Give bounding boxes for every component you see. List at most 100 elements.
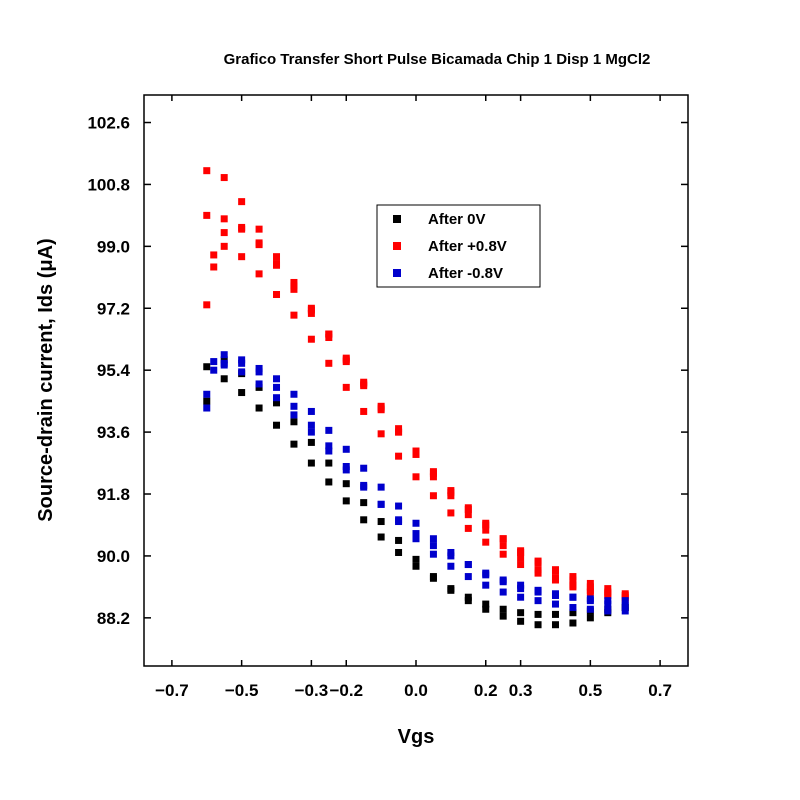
data-point (621, 607, 629, 615)
data-point (210, 251, 218, 259)
data-point (464, 561, 472, 569)
data-point (586, 586, 594, 594)
data-point (238, 223, 246, 231)
x-axis-label: Vgs (398, 726, 435, 748)
x-tick-label: −0.3 (295, 681, 329, 700)
data-point (499, 535, 507, 543)
data-point (203, 404, 211, 412)
y-tick-label: 102.6 (87, 114, 130, 133)
data-point (464, 593, 472, 601)
data-point (377, 500, 385, 508)
legend-marker (393, 242, 401, 250)
data-point (325, 442, 333, 450)
data-point (551, 574, 559, 582)
data-point (273, 375, 281, 383)
data-point (412, 530, 420, 538)
data-point (210, 366, 218, 374)
legend-box (376, 204, 541, 288)
data-point (290, 440, 298, 448)
data-point (377, 518, 385, 526)
data-point (307, 304, 315, 312)
data-point (360, 380, 368, 388)
y-tick-label: 99.0 (97, 237, 130, 256)
data-point (517, 548, 525, 556)
data-point (482, 538, 490, 546)
legend-label: After +0.8V (428, 238, 507, 255)
data-point (534, 566, 542, 574)
data-point (482, 600, 490, 608)
data-point (342, 383, 350, 391)
data-point (621, 597, 629, 605)
data-point (325, 459, 333, 467)
data-point (342, 497, 350, 505)
data-point (220, 229, 228, 237)
y-axis-label: Source-drain current, Ids (μA) (35, 238, 57, 521)
data-point (551, 600, 559, 608)
data-point (290, 390, 298, 398)
data-point (307, 459, 315, 467)
y-tick-label: 100.8 (87, 175, 130, 194)
chart-title: Grafico Transfer Short Pulse Bicamada Ch… (224, 51, 651, 68)
data-point (203, 397, 211, 405)
data-point (290, 418, 298, 426)
data-point (273, 383, 281, 391)
data-point (325, 359, 333, 367)
data-point (551, 621, 559, 629)
data-point (482, 581, 490, 589)
data-point (429, 542, 437, 550)
x-axis-ticks: −0.7 −0.5 −0.3 −0.2 0.0 0.2 0.3 0.5 0.7 (155, 95, 672, 700)
data-point (604, 590, 612, 598)
data-point (325, 330, 333, 338)
data-point (534, 621, 542, 629)
data-point (238, 198, 246, 206)
data-point (255, 364, 263, 372)
data-point (447, 562, 455, 570)
data-point (464, 573, 472, 581)
data-point (255, 270, 263, 278)
data-point (307, 421, 315, 429)
data-point (377, 533, 385, 541)
data-point (255, 404, 263, 412)
data-point (325, 426, 333, 434)
data-point (429, 535, 437, 543)
data-point (395, 428, 403, 436)
data-point (203, 211, 211, 219)
data-point (210, 358, 218, 366)
x-tick-label: 0.0 (404, 681, 428, 700)
data-point (325, 447, 333, 455)
data-point (569, 581, 577, 589)
data-point (273, 291, 281, 299)
data-point (238, 368, 246, 376)
x-tick-label: −0.7 (155, 681, 189, 700)
data-point (604, 597, 612, 605)
data-point (429, 468, 437, 476)
legend-label: After -0.8V (428, 265, 503, 282)
y-tick-label: 97.2 (97, 299, 130, 318)
data-point (517, 609, 525, 617)
data-point (499, 578, 507, 586)
data-point (203, 301, 211, 309)
x-tick-label: 0.3 (509, 681, 533, 700)
data-point (569, 609, 577, 617)
x-tick-label: 0.7 (648, 681, 672, 700)
data-point (447, 548, 455, 556)
data-point (273, 394, 281, 402)
data-point (499, 612, 507, 620)
data-point (412, 555, 420, 563)
data-point (238, 359, 246, 367)
data-point (517, 617, 525, 625)
data-point (412, 519, 420, 527)
data-point (395, 536, 403, 544)
data-point (307, 438, 315, 446)
data-point (238, 389, 246, 397)
y-tick-label: 90.0 (97, 547, 130, 566)
data-point (569, 593, 577, 601)
data-point (551, 591, 559, 599)
data-point (255, 239, 263, 247)
y-axis-ticks: 88.2 90.0 91.8 93.6 95.4 97.2 99.0 100.8 102.6 (87, 114, 688, 628)
x-tick-label: −0.2 (329, 681, 363, 700)
data-point (307, 335, 315, 343)
data-point (551, 567, 559, 575)
data-point (621, 602, 629, 610)
